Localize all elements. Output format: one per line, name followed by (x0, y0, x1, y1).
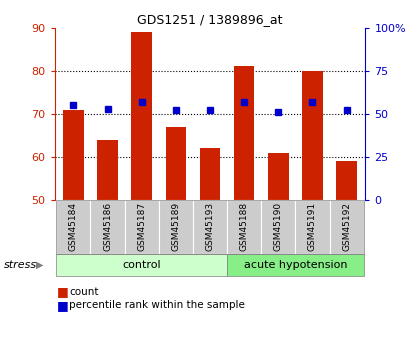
Text: ▶: ▶ (36, 260, 43, 270)
Bar (234, 66, 255, 200)
Text: GSM45190: GSM45190 (274, 202, 283, 252)
Text: ■: ■ (57, 285, 68, 298)
Bar (200, 148, 220, 200)
Text: GSM45193: GSM45193 (205, 202, 215, 252)
Bar (268, 152, 289, 200)
Text: GSM45184: GSM45184 (69, 202, 78, 252)
Text: control: control (122, 260, 161, 270)
Text: percentile rank within the sample: percentile rank within the sample (69, 300, 245, 310)
Text: GSM45191: GSM45191 (308, 202, 317, 252)
Text: GSM45187: GSM45187 (137, 202, 146, 252)
Text: GSM45186: GSM45186 (103, 202, 112, 252)
Bar (165, 127, 186, 200)
Text: ■: ■ (57, 299, 68, 312)
Text: GSM45192: GSM45192 (342, 202, 351, 252)
Text: GSM45188: GSM45188 (240, 202, 249, 252)
Text: acute hypotension: acute hypotension (244, 260, 347, 270)
Bar (131, 32, 152, 200)
Text: GSM45189: GSM45189 (171, 202, 180, 252)
Text: count: count (69, 287, 99, 296)
Text: stress: stress (4, 260, 37, 270)
Bar (336, 161, 357, 200)
Bar (63, 110, 84, 200)
Bar (302, 71, 323, 200)
Title: GDS1251 / 1389896_at: GDS1251 / 1389896_at (137, 13, 283, 27)
Bar (97, 140, 118, 200)
